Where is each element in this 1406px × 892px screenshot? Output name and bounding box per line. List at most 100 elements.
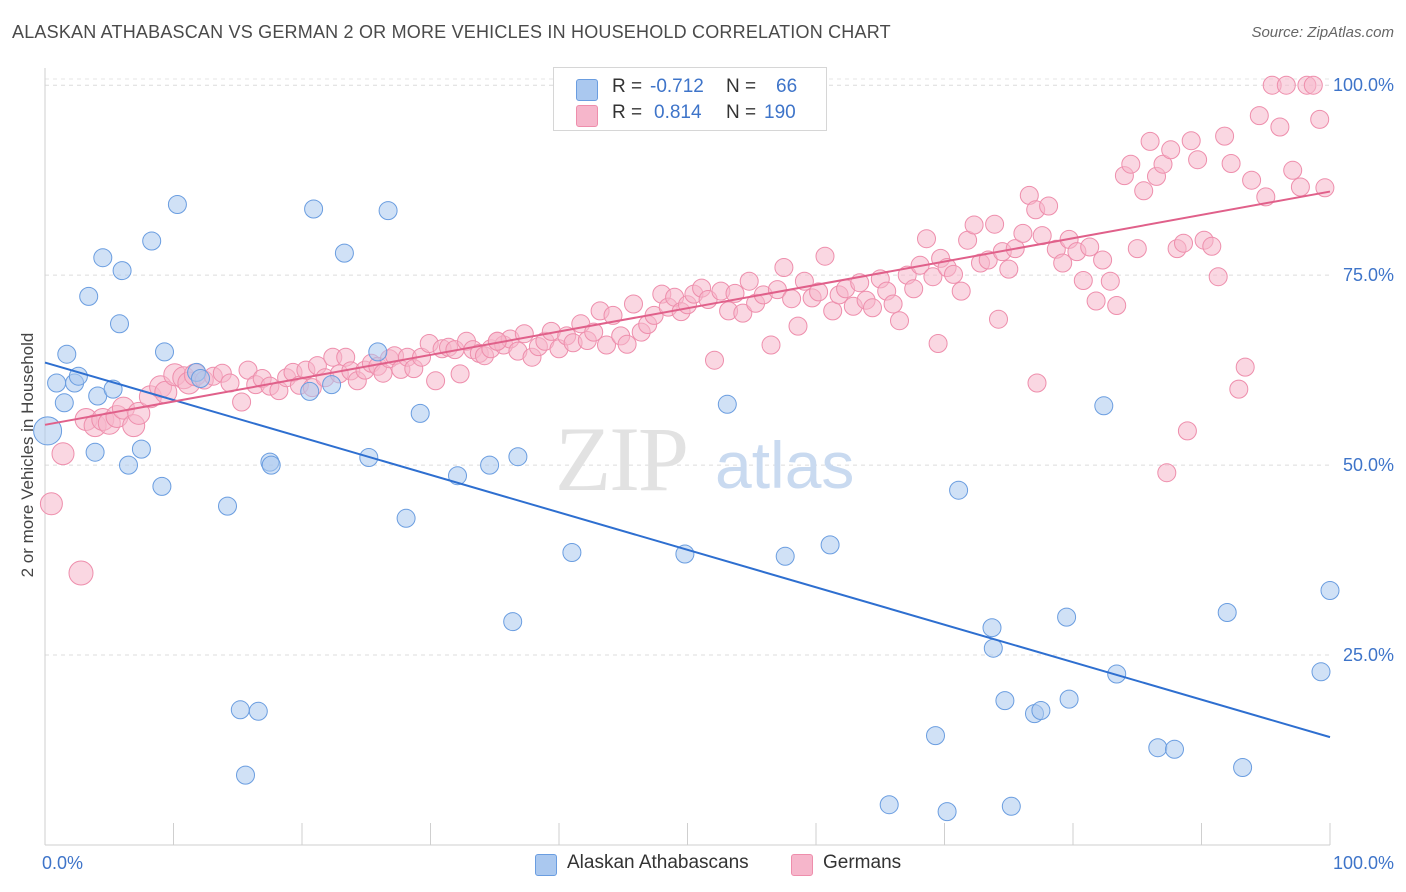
athabascan-point bbox=[54, 393, 74, 413]
legend-n-value: 190 bbox=[764, 102, 796, 123]
german-point bbox=[1229, 379, 1249, 399]
athabascan-point bbox=[155, 342, 174, 362]
german-point bbox=[923, 267, 943, 287]
chart-title: ALASKAN ATHABASCAN VS GERMAN 2 OR MORE V… bbox=[12, 22, 891, 42]
german-point bbox=[1100, 271, 1120, 291]
athabascan-point bbox=[261, 455, 281, 475]
legend-n-label: N = bbox=[726, 102, 757, 123]
german-point bbox=[944, 264, 963, 284]
athabascan-point bbox=[300, 381, 320, 401]
german-point bbox=[739, 271, 759, 291]
athabascan-point bbox=[937, 802, 957, 822]
athabascan-point bbox=[304, 199, 324, 219]
german-point bbox=[1188, 150, 1208, 170]
athabascan-point bbox=[1059, 689, 1079, 709]
athabascan-point bbox=[926, 726, 945, 746]
athabascan-point bbox=[378, 201, 398, 221]
athabascan-point bbox=[820, 535, 840, 555]
athabascan-point bbox=[230, 700, 250, 720]
legend-r-label: R = bbox=[612, 76, 643, 97]
athabascan-point bbox=[334, 243, 354, 263]
german-point bbox=[863, 298, 882, 318]
german-point bbox=[1174, 233, 1193, 253]
y-tick-label: 100.0% bbox=[1333, 75, 1394, 95]
german-point bbox=[1013, 223, 1033, 243]
source-label: Source: ZipAtlas.com bbox=[1251, 24, 1394, 41]
legend-r-value: 0.814 bbox=[654, 102, 702, 123]
athabascan-point bbox=[57, 344, 77, 364]
athabascan-point bbox=[248, 701, 268, 721]
german-point bbox=[733, 303, 753, 323]
athabascan-point bbox=[1031, 701, 1051, 720]
german-point bbox=[890, 311, 909, 331]
german-point bbox=[1290, 177, 1310, 197]
y-tick-label: 50.0% bbox=[1343, 455, 1394, 475]
german-point bbox=[1127, 239, 1147, 259]
athabascan-point bbox=[79, 286, 99, 306]
german-point bbox=[39, 492, 63, 516]
y-tick-label: 75.0% bbox=[1343, 265, 1394, 285]
athabascan-point bbox=[1057, 607, 1077, 627]
german-point bbox=[1039, 196, 1059, 216]
german-point bbox=[1303, 75, 1323, 95]
athabascan-point bbox=[983, 638, 1003, 658]
legend-swatch-blue bbox=[576, 79, 598, 101]
bottom-swatch-blue bbox=[535, 854, 557, 876]
german-point bbox=[1161, 140, 1181, 160]
athabascan-point bbox=[1320, 581, 1340, 600]
german-point bbox=[815, 246, 835, 266]
athabascan-point bbox=[982, 618, 1002, 638]
german-point bbox=[1086, 291, 1106, 311]
y-axis-label: 2 or more Vehicles in Household bbox=[18, 333, 37, 578]
german-point bbox=[928, 334, 948, 353]
german-point bbox=[782, 289, 802, 309]
german-point bbox=[68, 560, 94, 586]
athabascan-point bbox=[119, 455, 138, 475]
german-point bbox=[1177, 421, 1197, 441]
axes bbox=[44, 68, 1331, 846]
german-point bbox=[774, 258, 794, 277]
german-point bbox=[1249, 106, 1269, 126]
athabascan-point bbox=[1148, 738, 1168, 758]
athabascan-point bbox=[110, 314, 129, 334]
athabascan-point bbox=[167, 195, 187, 214]
german-point bbox=[823, 301, 843, 321]
athabascan-point bbox=[1094, 396, 1114, 416]
german-point bbox=[597, 335, 616, 355]
german-point bbox=[232, 392, 252, 412]
german-point bbox=[1283, 160, 1303, 180]
german-point bbox=[788, 316, 808, 336]
athabascan-point bbox=[322, 375, 342, 395]
german-point bbox=[761, 335, 781, 355]
german-point bbox=[964, 215, 984, 235]
german-point bbox=[1181, 131, 1201, 151]
german-point bbox=[624, 294, 643, 314]
athabascan-point bbox=[1165, 739, 1184, 759]
german-point bbox=[1121, 154, 1141, 174]
german-point bbox=[450, 364, 470, 384]
legend-r-value: -0.712 bbox=[650, 76, 704, 97]
athabascan-point bbox=[879, 795, 899, 815]
watermark-atlas: atlas bbox=[715, 428, 854, 502]
athabascan-point bbox=[1311, 662, 1331, 682]
german-point bbox=[617, 334, 637, 354]
german-point bbox=[51, 442, 75, 466]
athabascan-point bbox=[191, 369, 210, 388]
german-point bbox=[426, 371, 446, 391]
athabascan-point bbox=[112, 261, 132, 281]
german-point bbox=[951, 281, 971, 301]
german-point bbox=[978, 250, 998, 270]
german-point bbox=[809, 282, 829, 302]
athabascan-point bbox=[85, 442, 105, 462]
x-tick-label: 0.0% bbox=[42, 853, 83, 873]
german-point bbox=[904, 279, 924, 299]
german-point bbox=[1221, 154, 1241, 173]
german-point bbox=[1310, 109, 1330, 129]
german-point bbox=[1134, 181, 1154, 201]
german-point bbox=[1053, 253, 1073, 273]
legend-n-label: N = bbox=[726, 76, 757, 97]
german-point bbox=[917, 229, 936, 249]
athabascan-point bbox=[1001, 796, 1021, 816]
german-point bbox=[1208, 267, 1228, 287]
german-point bbox=[1276, 75, 1296, 95]
